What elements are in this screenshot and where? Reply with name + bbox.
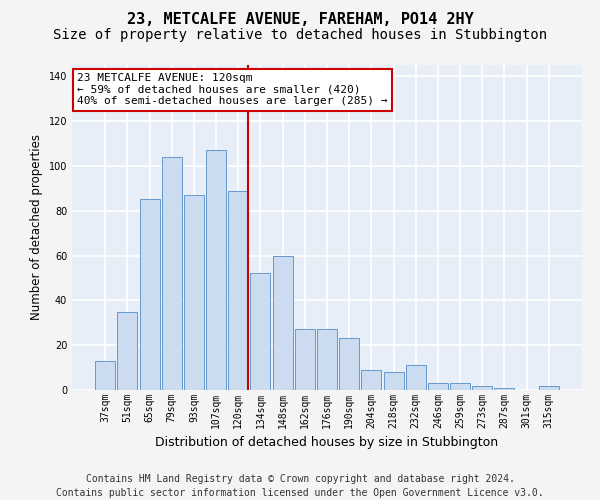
Bar bbox=[140, 200, 160, 390]
Text: Contains HM Land Registry data © Crown copyright and database right 2024.
Contai: Contains HM Land Registry data © Crown c… bbox=[56, 474, 544, 498]
Bar bbox=[450, 384, 470, 390]
Bar bbox=[494, 388, 514, 390]
Bar bbox=[361, 370, 382, 390]
Bar bbox=[428, 384, 448, 390]
Bar bbox=[383, 372, 404, 390]
Bar bbox=[317, 330, 337, 390]
Bar bbox=[184, 195, 204, 390]
Bar bbox=[339, 338, 359, 390]
Bar bbox=[206, 150, 226, 390]
Bar bbox=[272, 256, 293, 390]
Text: Size of property relative to detached houses in Stubbington: Size of property relative to detached ho… bbox=[53, 28, 547, 42]
Bar bbox=[539, 386, 559, 390]
Bar bbox=[250, 274, 271, 390]
Bar bbox=[228, 190, 248, 390]
Bar bbox=[95, 361, 115, 390]
Y-axis label: Number of detached properties: Number of detached properties bbox=[30, 134, 43, 320]
X-axis label: Distribution of detached houses by size in Stubbington: Distribution of detached houses by size … bbox=[155, 436, 499, 450]
Bar bbox=[162, 157, 182, 390]
Bar bbox=[295, 330, 315, 390]
Text: 23, METCALFE AVENUE, FAREHAM, PO14 2HY: 23, METCALFE AVENUE, FAREHAM, PO14 2HY bbox=[127, 12, 473, 28]
Bar bbox=[406, 366, 426, 390]
Bar bbox=[118, 312, 137, 390]
Text: 23 METCALFE AVENUE: 120sqm
← 59% of detached houses are smaller (420)
40% of sem: 23 METCALFE AVENUE: 120sqm ← 59% of deta… bbox=[77, 73, 388, 106]
Bar bbox=[472, 386, 492, 390]
